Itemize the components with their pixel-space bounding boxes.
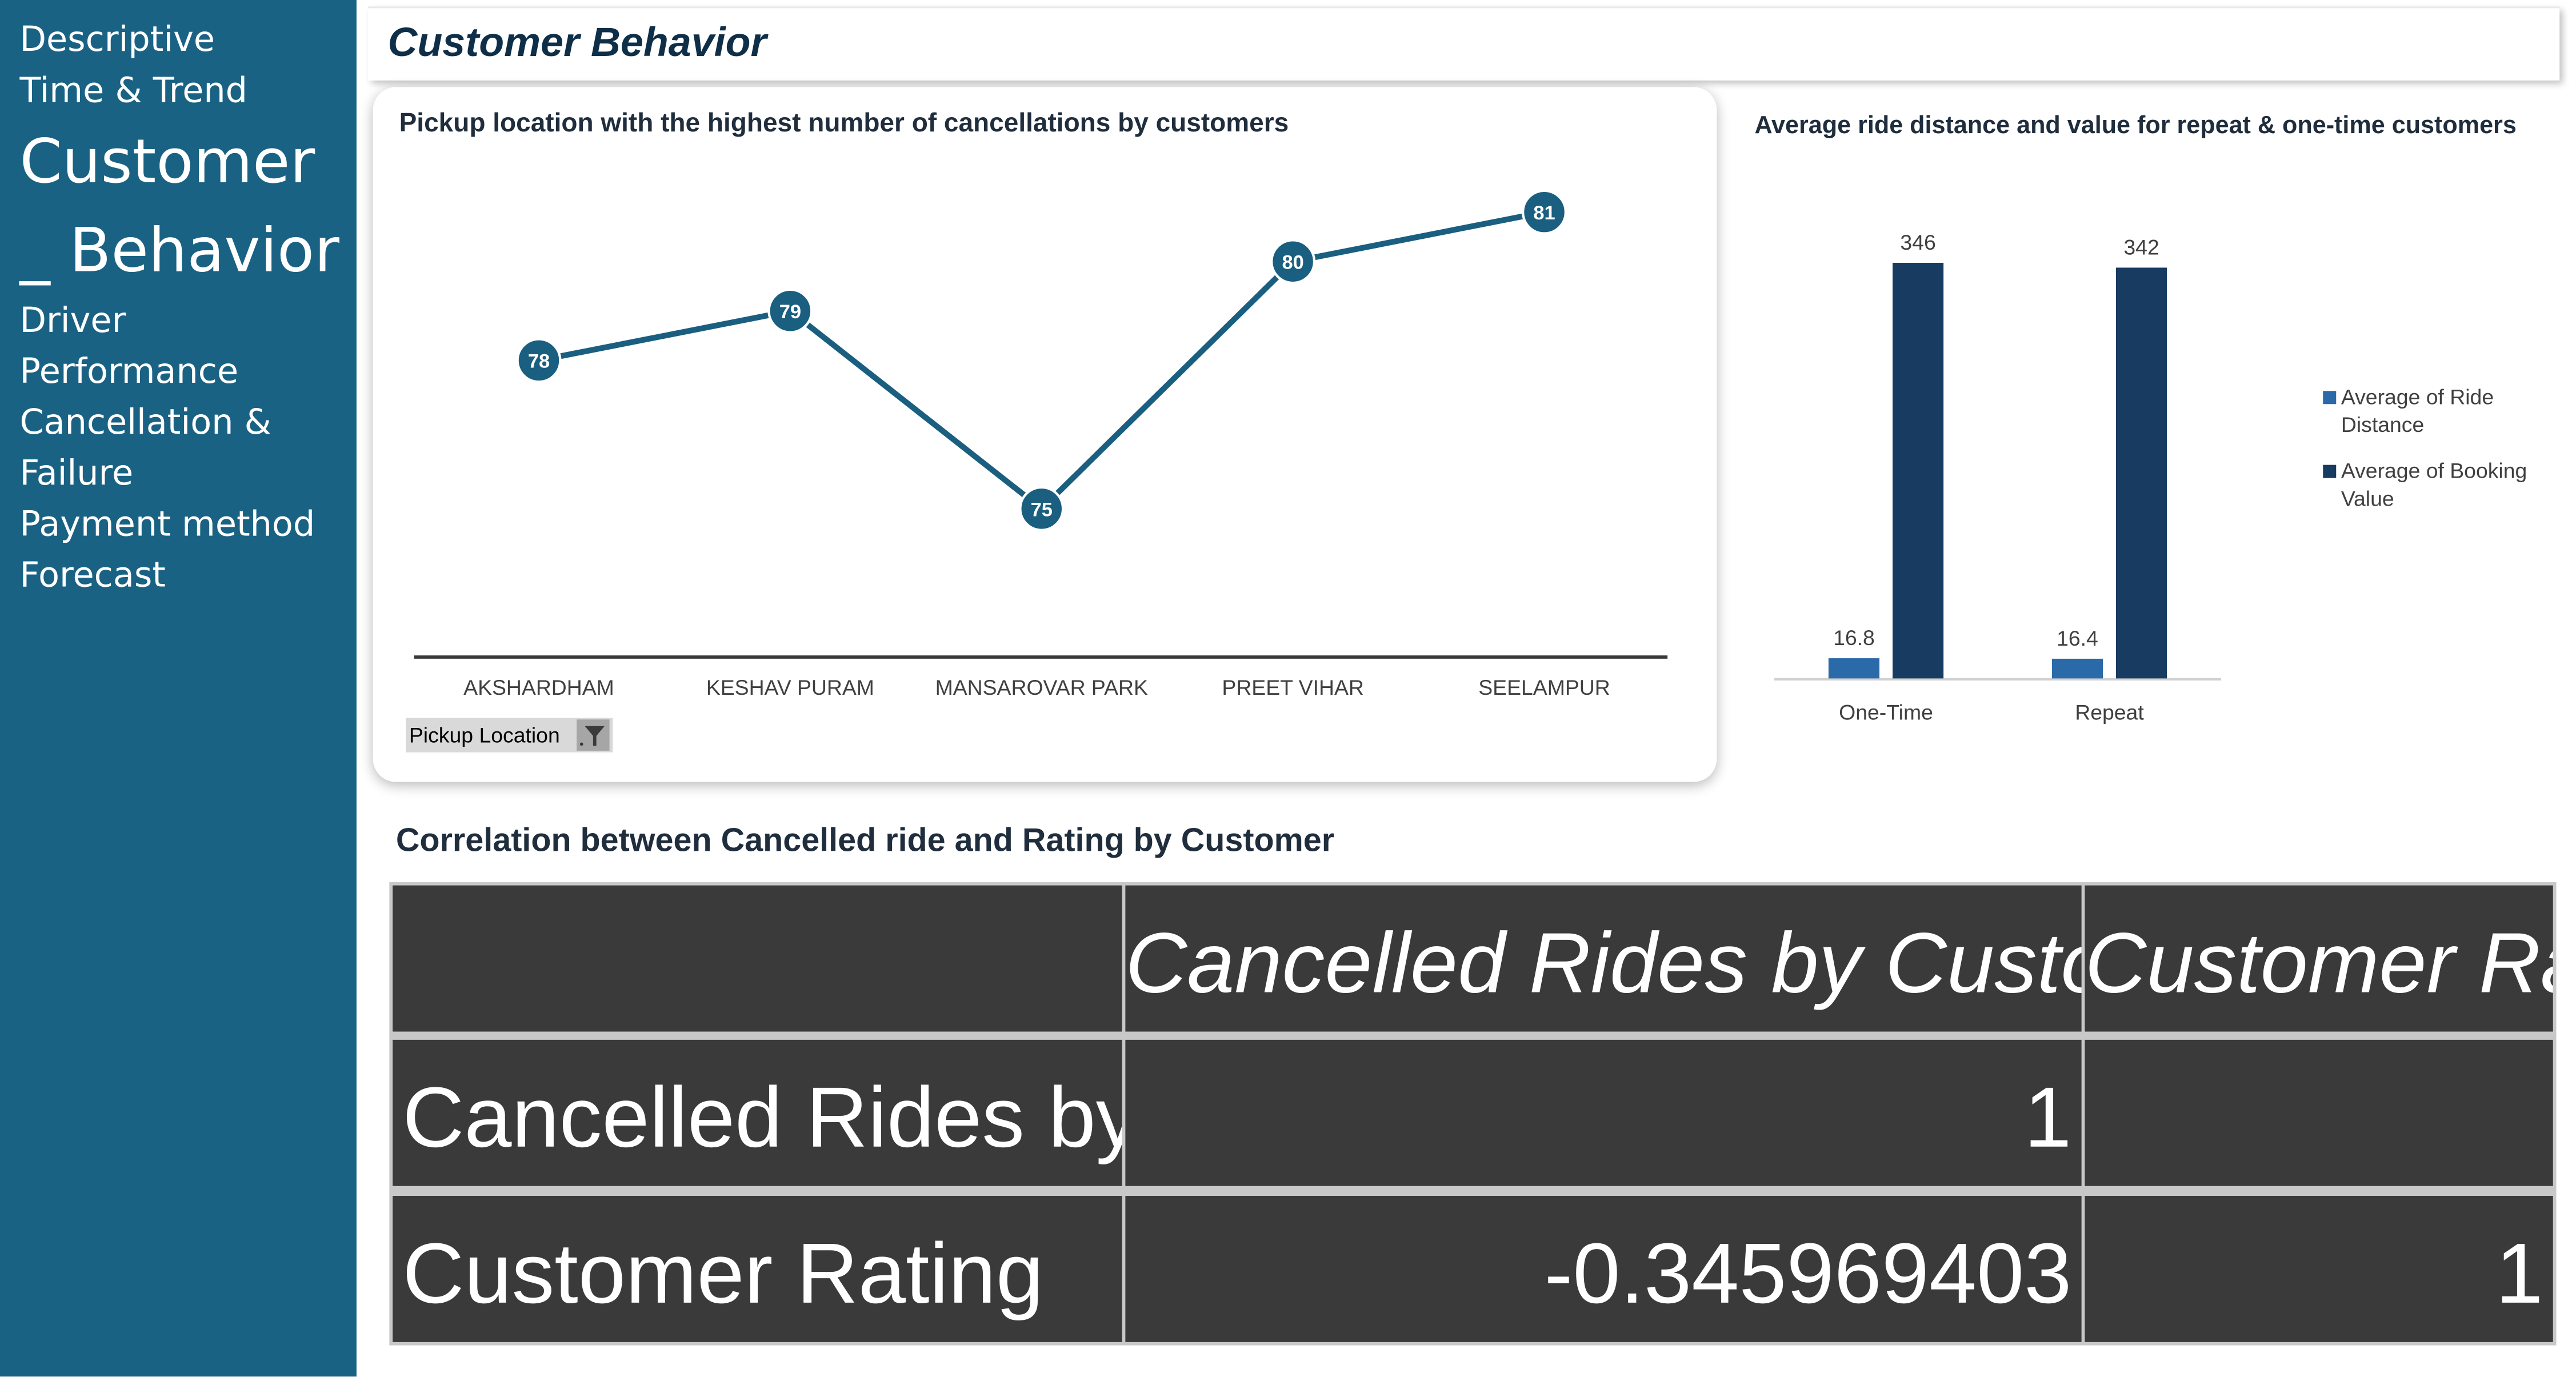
data-label: 342 <box>2123 235 2159 259</box>
legend-swatch <box>2323 391 2337 405</box>
data-label: 80 <box>1282 252 1303 274</box>
x-tick-label: SEELAMPUR <box>1478 675 1610 699</box>
nav-driver-performance-line1[interactable]: Driver <box>19 301 126 341</box>
title-bar: Customer Behavior <box>368 6 2560 81</box>
x-tick-label: KESHAV PURAM <box>706 675 874 699</box>
page-title: Customer Behavior <box>387 19 767 66</box>
data-label: 75 <box>1031 499 1053 521</box>
correlation-title: Correlation between Cancelled ride and R… <box>395 823 1335 859</box>
data-label: 346 <box>1900 230 1935 254</box>
line-chart-title: Pickup location with the highest number … <box>399 110 1289 138</box>
bar <box>1828 658 1879 679</box>
nav-cancellation-line1[interactable]: Cancellation & <box>19 402 271 442</box>
data-label: 78 <box>528 351 550 373</box>
x-tick-label: PREET VIHAR <box>1222 675 1363 699</box>
data-point <box>767 288 813 334</box>
nav-customer-behavior-line1[interactable]: Customer <box>19 126 315 197</box>
data-point <box>1521 189 1567 235</box>
pickup-location-filter-button[interactable]: Pickup Location <box>406 718 613 752</box>
data-point <box>1270 239 1316 285</box>
data-point <box>1019 486 1065 531</box>
filter-label: Pickup Location <box>409 723 560 748</box>
row-label-cancelled-rides: Cancelled Rides by Customer <box>393 1039 1122 1186</box>
x-tick-label: AKSHARDHAM <box>463 675 614 699</box>
data-point <box>516 338 562 383</box>
nav-payment-method[interactable]: Payment method <box>19 504 315 544</box>
bar <box>2051 658 2103 679</box>
correlation-table: Cancelled Rides by Customer Customer Rat… <box>389 882 2557 1346</box>
nav-descriptive[interactable]: Descriptive <box>19 19 215 59</box>
table-cell: 1 <box>2085 1196 2553 1342</box>
data-label: 16.4 <box>2057 626 2098 650</box>
bar-chart-title: Average ride distance and value for repe… <box>1754 111 2517 140</box>
x-tick-label: One-Time <box>1839 700 1933 724</box>
nav-customer-behavior-line2[interactable]: _ Behavior <box>19 215 339 286</box>
x-tick-label: MANSAROVAR PARK <box>935 675 1148 699</box>
data-label: 16.8 <box>1833 626 1875 650</box>
bar <box>1893 263 1944 679</box>
bar-chart: 16.8 346 One-Time 16.4 342 Repeat Average of R… <box>1774 230 2527 724</box>
series-line <box>538 209 1545 513</box>
table-cell: 1 <box>1125 1039 2082 1186</box>
table-cell: -0.345969403 <box>1125 1196 2082 1342</box>
line-chart: 78 79 75 80 81 AKSHARDHAM KESHAV PURAM MANSAROV… <box>414 189 1668 699</box>
column-header-cancelled-rides: Cancelled Rides by Customer <box>1125 885 2082 1032</box>
legend-swatch <box>2323 465 2337 478</box>
sidebar-nav: Descriptive Time & Trend Customer _ Beha… <box>0 0 357 1377</box>
column-header-customer-rating: Customer Rating <box>2085 885 2553 1032</box>
line-chart-card: Pickup location with the highest number … <box>373 87 1717 782</box>
legend-label: Average of Booking Value <box>2341 459 2527 511</box>
table-cell <box>2085 1039 2553 1186</box>
x-tick-label: Repeat <box>2075 700 2144 724</box>
nav-cancellation-line2[interactable]: Failure <box>19 453 134 493</box>
data-label: 81 <box>1533 202 1555 224</box>
legend-label: Average of Ride Distance <box>2341 385 2494 437</box>
table-corner-cell <box>393 885 1122 1032</box>
nav-driver-performance-line2[interactable]: Performance <box>19 351 239 391</box>
filter-icon <box>577 719 610 751</box>
data-label: 79 <box>779 301 801 323</box>
bar <box>2116 267 2167 679</box>
row-label-customer-rating: Customer Rating <box>393 1196 1122 1342</box>
nav-time-trend[interactable]: Time & Trend <box>19 70 247 110</box>
nav-forecast[interactable]: Forecast <box>19 555 166 595</box>
